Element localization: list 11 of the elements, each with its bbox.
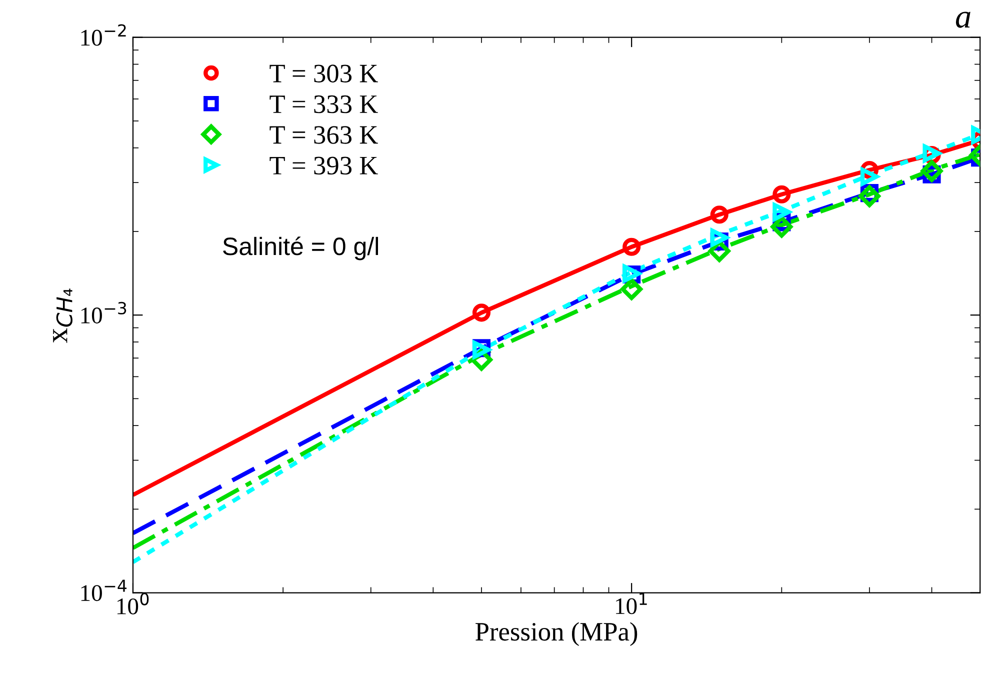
x-axis-title: Pression (MPa) [476, 622, 638, 646]
annotation: Salinité = 0 g/l [223, 236, 378, 260]
x-tick-label: 10$^{1}$ [616, 592, 647, 614]
y-tick-label: 10$^{−2}$ [81, 24, 126, 46]
y-tick-label: 10$^{−3}$ [81, 302, 126, 324]
y-axis-title: x$_{CH₄}$ [53, 288, 72, 343]
text: a [956, 12, 970, 28]
legend-label: T = 333 K [270, 95, 378, 114]
legend-label: T = 303 K [270, 64, 378, 82]
legend-label: T = 363 K [270, 126, 378, 144]
legend-label: T = 393 K [270, 156, 378, 175]
